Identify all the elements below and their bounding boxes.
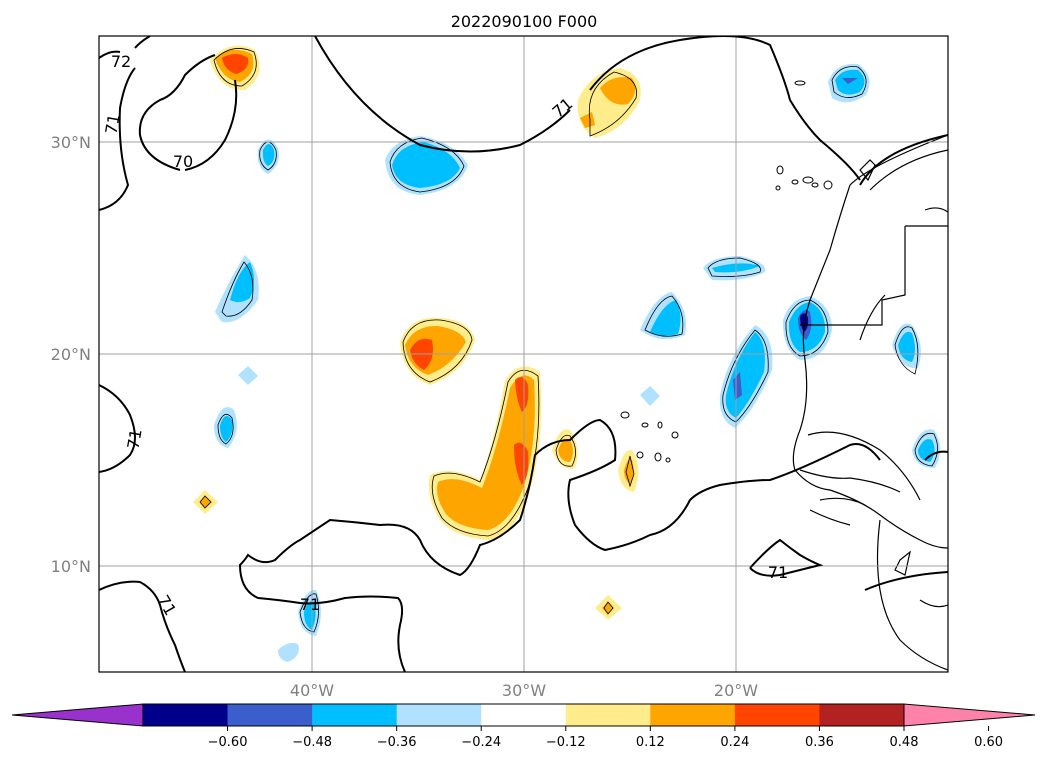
lat-label-10n: 10°N: [51, 557, 91, 576]
colorbar-segment: [396, 704, 482, 726]
lat-label-20n: 20°N: [51, 345, 91, 364]
colorbar-tick-label: −0.12: [546, 735, 586, 750]
islands: [620, 80, 833, 463]
gridlines: [99, 36, 948, 672]
map-title: 2022090100 F000: [451, 12, 598, 31]
colorbar-segment: [734, 704, 820, 726]
colorbar-tick-label: −0.60: [208, 735, 248, 750]
colorbar: −0.60 −0.48 −0.36 −0.24 −0.12 0.12 0.24 0.36 0.4…: [11, 703, 1036, 750]
colorbar-segment: [143, 704, 229, 726]
colorbar-tick-label: −0.48: [292, 735, 332, 750]
lon-label-30w: 30°W: [502, 681, 546, 700]
contour-label: 71: [101, 112, 123, 135]
colorbar-tick-label: 0.60: [974, 735, 1003, 750]
colorbar-tick-label: 0.24: [720, 735, 749, 750]
colorbar-extend-high: [903, 703, 1036, 727]
colorbar-segment: [565, 704, 651, 726]
longitude-labels: 40°W 30°W 20°W: [290, 681, 758, 700]
lon-label-20w: 20°W: [714, 681, 758, 700]
colorbar-tick-label: 0.12: [636, 735, 665, 750]
contour-label: 71: [123, 427, 145, 450]
map-area: 72 71 70 71 71 71 71 71: [99, 36, 948, 672]
contour-label: 70: [173, 152, 193, 171]
lon-label-40w: 40°W: [290, 681, 334, 700]
map-frame: [98, 35, 949, 673]
colorbar-segment: [650, 704, 736, 726]
colorbar-frame: [142, 703, 905, 727]
contour-label: 71: [153, 592, 180, 619]
colorbar-tick-label: 0.48: [890, 735, 919, 750]
colorbar-segment: [312, 704, 398, 726]
colorbar-tick-label: 0.36: [805, 735, 834, 750]
lat-label-30n: 30°N: [51, 133, 91, 152]
coastlines: [792, 134, 948, 671]
anomaly-shading: [193, 45, 941, 662]
colorbar-tick-label: −0.36: [377, 735, 417, 750]
colorbar-segment: [819, 704, 905, 726]
colorbar-tick-label: −0.24: [461, 735, 501, 750]
contour-label: 71: [549, 94, 577, 122]
latitude-labels: 30°N 20°N 10°N: [51, 133, 91, 576]
anomaly-outlines: [199, 48, 938, 633]
background-contours: [99, 36, 948, 672]
contour-label: 71: [300, 595, 320, 614]
contour-label: 71: [768, 563, 788, 582]
colorbar-segment: [227, 704, 313, 726]
colorbar-extend-low: [11, 703, 144, 727]
contour-label: 72: [111, 52, 131, 71]
colorbar-segment: [481, 704, 567, 726]
